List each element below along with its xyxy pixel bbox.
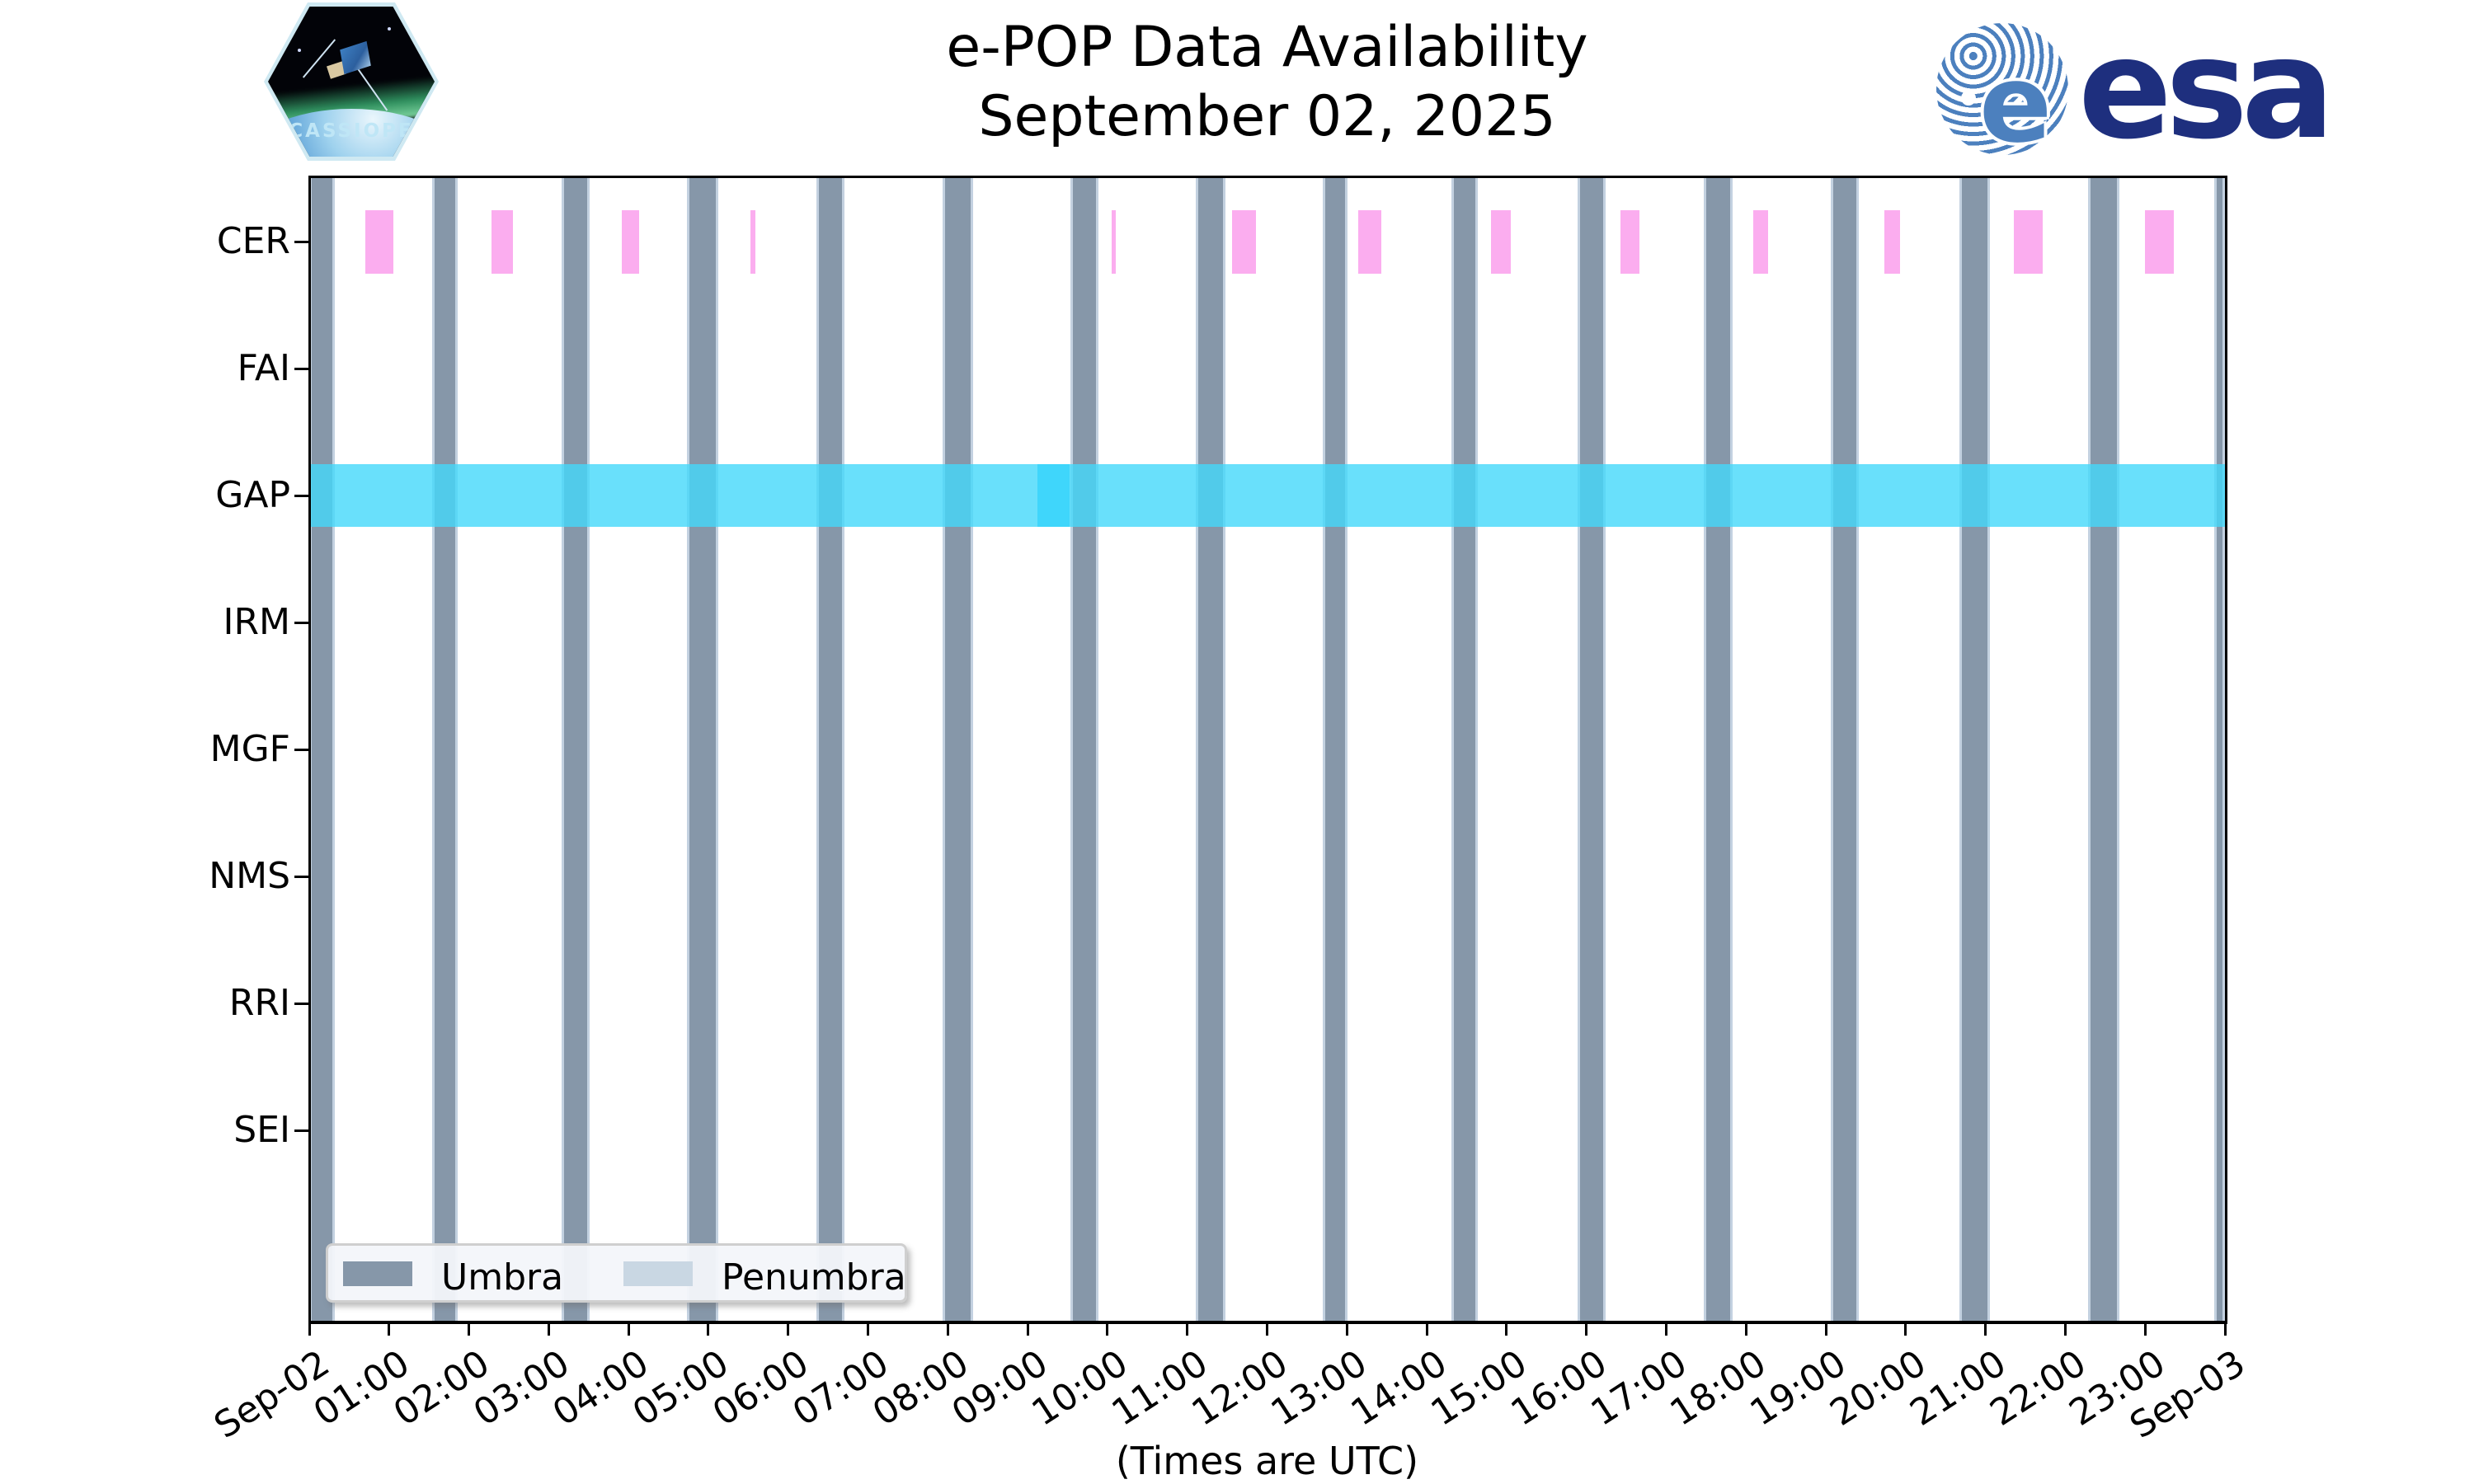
umbra-bar <box>1070 177 1099 1321</box>
x-tick <box>1266 1324 1268 1336</box>
umbra-bar <box>942 177 974 1321</box>
x-tick <box>547 1324 550 1336</box>
cassiope-label: CASSIOPE <box>289 120 414 143</box>
x-tick <box>1664 1324 1667 1336</box>
chart-title-block: e-POP Data Availability September 02, 20… <box>309 13 2225 152</box>
umbra-bar <box>1451 177 1479 1321</box>
x-tick <box>946 1324 949 1336</box>
cer-availability-bar <box>622 210 639 274</box>
umbra-legend-swatch <box>343 1261 412 1286</box>
y-axis-label: RRI <box>228 982 290 1024</box>
y-axis-label: FAI <box>237 347 290 389</box>
gap-availability-band <box>309 464 2225 527</box>
left-spine <box>308 177 311 1323</box>
cer-availability-bar <box>1884 210 1901 274</box>
umbra-bar <box>432 177 459 1321</box>
bottom-spine <box>308 1321 2227 1324</box>
chart-title: e-POP Data Availability <box>946 15 1588 80</box>
cer-availability-bar <box>491 210 513 274</box>
umbra-bar <box>2087 177 2120 1321</box>
cer-availability-bar <box>365 210 393 274</box>
chart-subtitle: September 02, 2025 <box>978 84 1556 149</box>
x-tick <box>1106 1324 1109 1336</box>
esa-wordmark: esa <box>2078 8 2335 170</box>
y-axis-label: SEI <box>233 1109 290 1151</box>
umbra-bar <box>1578 177 1606 1321</box>
y-tick <box>294 240 309 243</box>
cer-availability-bar <box>1752 210 1769 274</box>
esa-logo: e esa <box>1936 8 2464 170</box>
y-axis-label: IRM <box>223 601 290 643</box>
plot-area <box>309 177 2225 1321</box>
x-tick <box>1026 1324 1029 1336</box>
star-dot <box>298 48 302 52</box>
x-tick <box>1904 1324 1907 1336</box>
x-tick <box>1345 1324 1348 1336</box>
x-tick <box>867 1324 870 1336</box>
cer-availability-bar <box>2145 210 2175 274</box>
y-tick <box>294 367 309 370</box>
umbra-bar <box>1323 177 1348 1321</box>
cer-availability-bar <box>1111 210 1116 274</box>
x-tick <box>627 1324 630 1336</box>
y-axis-label: GAP <box>215 474 290 516</box>
x-tick <box>707 1324 710 1336</box>
cer-availability-bar <box>1357 210 1381 274</box>
cassiope-mission-patch: CASSIOPE <box>264 2 439 161</box>
x-tick <box>1585 1324 1588 1336</box>
umbra-bar <box>309 177 335 1321</box>
umbra-bar <box>686 177 718 1321</box>
y-axis-label: MGF <box>209 728 290 770</box>
cer-availability-bar <box>1620 210 1639 274</box>
x-tick <box>468 1324 471 1336</box>
esa-globe-icon: e <box>1936 23 2068 167</box>
utc-note: (Times are UTC) <box>1115 1439 1419 1483</box>
x-tick <box>787 1324 790 1336</box>
star-dot <box>388 27 392 31</box>
x-tick <box>308 1324 311 1336</box>
x-tick <box>1744 1324 1747 1336</box>
umbra-bar <box>1703 177 1733 1321</box>
x-tick <box>2063 1324 2067 1336</box>
x-tick <box>2143 1324 2147 1336</box>
umbra-bar <box>1830 177 1859 1321</box>
gap-availability-overlap <box>1037 464 1070 527</box>
cer-availability-bar <box>1231 210 1256 274</box>
cer-availability-bar <box>1490 210 1511 274</box>
penumbra-legend-label: Penumbra <box>722 1256 906 1298</box>
y-axis-label: CER <box>216 220 290 262</box>
x-tick <box>388 1324 391 1336</box>
umbra-bar <box>2214 177 2225 1321</box>
esa-globe-e-glyph: e <box>1979 41 2053 167</box>
umbra-bar <box>816 177 845 1321</box>
y-tick <box>294 621 309 624</box>
y-tick <box>294 494 309 497</box>
umbra-bar <box>561 177 590 1321</box>
cer-availability-bar <box>750 210 756 274</box>
x-tick <box>1505 1324 1508 1336</box>
esa-globe-star-dot <box>1961 91 1976 106</box>
cer-availability-bar <box>2014 210 2044 274</box>
legend: Umbra Penumbra <box>326 1243 907 1303</box>
y-axis-label: NMS <box>209 855 290 897</box>
x-tick <box>2223 1324 2227 1336</box>
penumbra-legend-swatch <box>623 1261 693 1286</box>
y-tick <box>294 748 309 751</box>
y-tick <box>294 1002 309 1005</box>
y-tick <box>294 875 309 878</box>
x-tick <box>1425 1324 1428 1336</box>
right-spine <box>2225 177 2227 1323</box>
umbra-bar <box>1196 177 1226 1321</box>
x-tick <box>1984 1324 1987 1336</box>
umbra-bar <box>1959 177 1991 1321</box>
umbra-legend-label: Umbra <box>441 1256 564 1298</box>
top-spine <box>308 176 2227 178</box>
x-tick <box>1824 1324 1827 1336</box>
x-tick <box>1186 1324 1189 1336</box>
y-tick <box>294 1129 309 1132</box>
